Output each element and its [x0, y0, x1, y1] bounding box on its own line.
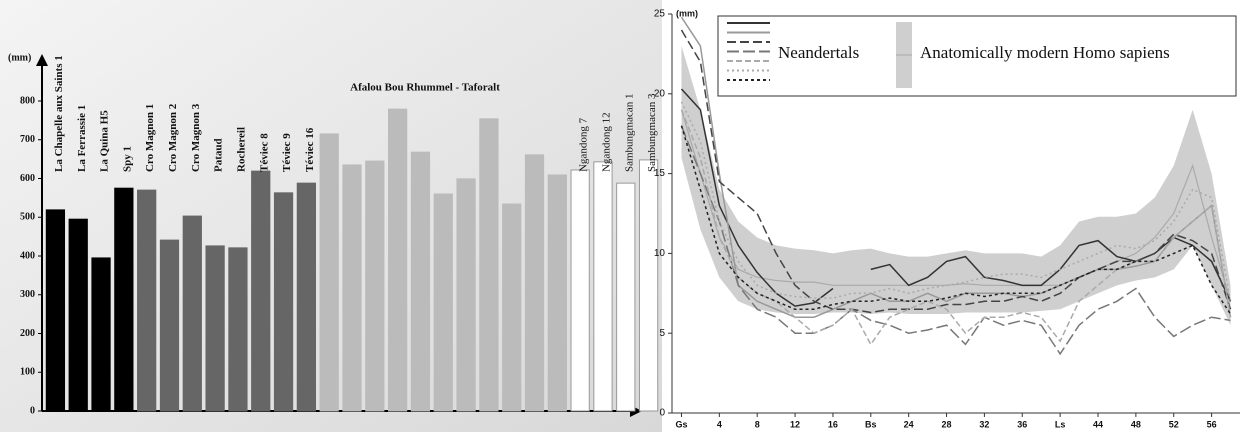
y-tick-label: 0 [659, 408, 665, 419]
y-axis-arrow [36, 54, 48, 66]
series-line [680, 16, 1232, 318]
bar [433, 193, 453, 412]
bar [319, 133, 339, 412]
bar-label: La Chapelle aux Saints 1 [53, 55, 65, 172]
series-line [680, 125, 1231, 356]
y-tick-label: 0 [30, 405, 35, 416]
bar [593, 161, 613, 412]
bar [251, 170, 271, 412]
bar-label: La Ferrassie 1 [76, 105, 88, 172]
bar [273, 192, 294, 412]
bar-label: Ngandong 7 [578, 117, 590, 172]
x-tick-label: 16 [828, 419, 838, 429]
confidence-band [681, 45, 1231, 326]
x-tick-label: 56 [1207, 419, 1217, 429]
bar [182, 215, 202, 412]
bar [91, 257, 111, 412]
x-tick-label: 32 [979, 419, 989, 429]
bar-label: Cro Magnon 1 [144, 104, 156, 172]
legend-label: Neandertals [778, 43, 859, 62]
bar [68, 218, 88, 412]
bar [456, 178, 476, 412]
y-tick-label: 500 [20, 212, 35, 223]
bar [296, 182, 316, 412]
x-tick-label: Gs [675, 419, 687, 429]
series-line [680, 101, 1232, 302]
bar-label: Spy 1 [121, 146, 133, 172]
bar [570, 169, 590, 412]
bar-label: Ngandong 12 [600, 112, 612, 172]
y-tick-label: 20 [654, 88, 666, 99]
bar [388, 108, 408, 412]
x-tick-label: 36 [1017, 419, 1027, 429]
x-tick-label: Bs [865, 419, 877, 429]
bar-label: Pataud [213, 138, 225, 172]
y-tick-label: 400 [20, 250, 35, 261]
bar [638, 159, 659, 412]
y-tick-label: 200 [20, 328, 35, 339]
y-tick-label: 700 [20, 134, 35, 145]
bar [524, 154, 545, 412]
bar-label: Téviec 8 [258, 133, 270, 172]
x-tick-label: 8 [755, 419, 760, 429]
series-line [680, 88, 1232, 307]
bar [616, 182, 636, 412]
legend-label: Anatomically modern Homo sapiens [920, 43, 1170, 62]
bar-label: Cro Magnon 3 [190, 103, 202, 172]
bar-label: Sambungmacan 3 [646, 93, 658, 172]
mean-line [680, 109, 1232, 302]
y-tick-label: 10 [654, 248, 666, 259]
bar-label: Rochereil [235, 127, 247, 172]
y-axis-label: (mm) [8, 52, 31, 63]
bar [45, 209, 66, 412]
y-tick-label: 5 [659, 328, 665, 339]
x-tick-label: 44 [1093, 419, 1103, 429]
bar-label: La Quina H5 [99, 110, 111, 172]
legend-box [717, 15, 1237, 97]
x-tick-label: 12 [790, 419, 800, 429]
y-axis-label: (mm) [676, 8, 698, 18]
bar-label: Cro Magnon 2 [167, 103, 179, 172]
bar [547, 174, 567, 412]
series-line [680, 29, 1232, 314]
y-tick-label: 600 [20, 173, 35, 184]
bar-label: Téviec 9 [281, 133, 293, 172]
group-annotation: Afalou Bou Rhummel - Taforalt [350, 82, 500, 94]
bar [502, 203, 522, 412]
x-tick-label: 28 [942, 419, 952, 429]
x-tick-label: 52 [1169, 419, 1179, 429]
bar-label: Téviec 16 [304, 127, 316, 172]
x-tick-label: 24 [904, 419, 914, 429]
bar [159, 239, 180, 412]
bar [137, 189, 157, 412]
x-tick-label: 4 [717, 419, 722, 429]
bar [342, 164, 362, 412]
y-tick-label: 800 [20, 95, 35, 106]
y-tick-label: 15 [654, 168, 666, 179]
y-tick-label: 300 [20, 289, 35, 300]
bar [228, 247, 248, 412]
bar [479, 118, 499, 412]
x-tick-label: 48 [1131, 419, 1141, 429]
bar [365, 160, 385, 412]
y-tick-label: 25 [654, 9, 666, 20]
y-tick-label: 100 [20, 367, 35, 378]
series-line [680, 125, 1232, 315]
x-tick-label: Ls [1055, 419, 1066, 429]
bar-label: Sambungmacan 1 [623, 93, 635, 172]
bar [205, 245, 225, 412]
bar [410, 151, 431, 412]
bar [114, 187, 134, 412]
